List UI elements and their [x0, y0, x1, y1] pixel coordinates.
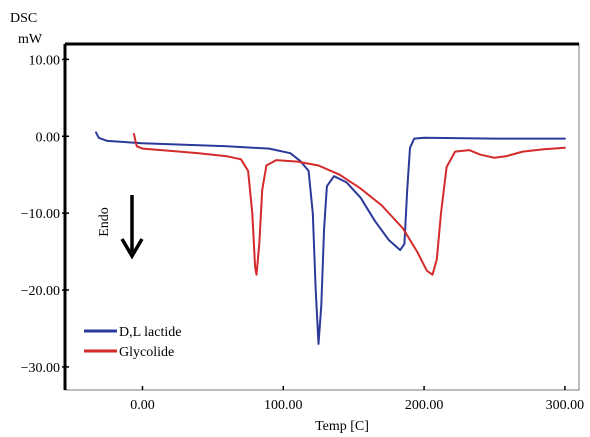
endo-annotation: Endo	[97, 195, 144, 260]
y-axis-label-line1: DSC	[10, 11, 37, 26]
x-tick-label: 0.00	[130, 398, 155, 413]
axis-ticks: 10.00 0.00 −10.00 −20.00 −30.00 0.00 100.00 200…	[21, 53, 585, 413]
y-tick-label: −30.00	[21, 361, 60, 376]
y-axis-label-line2: mW	[18, 32, 43, 47]
plot-area	[63, 42, 580, 391]
endo-arrow-head-icon	[120, 238, 144, 260]
legend: D,L lactide Glycolide	[84, 325, 181, 360]
series-line-dl-lactide	[95, 131, 566, 345]
series-line-glycolide	[133, 133, 566, 276]
series-lines	[95, 131, 566, 345]
legend-label: Glycolide	[119, 345, 174, 360]
x-tick-label: 300.00	[546, 398, 585, 413]
x-tick-label: 100.00	[264, 398, 303, 413]
y-tick-label: 10.00	[29, 53, 61, 68]
y-tick-label: 0.00	[36, 130, 61, 145]
y-tick-label: −20.00	[21, 284, 60, 299]
x-axis-label: Temp [C]	[315, 419, 369, 434]
endo-label: Endo	[97, 207, 112, 237]
legend-label: D,L lactide	[119, 325, 181, 340]
x-tick-label: 200.00	[405, 398, 444, 413]
y-tick-label: −10.00	[21, 207, 60, 222]
plot-frame	[64, 43, 580, 391]
